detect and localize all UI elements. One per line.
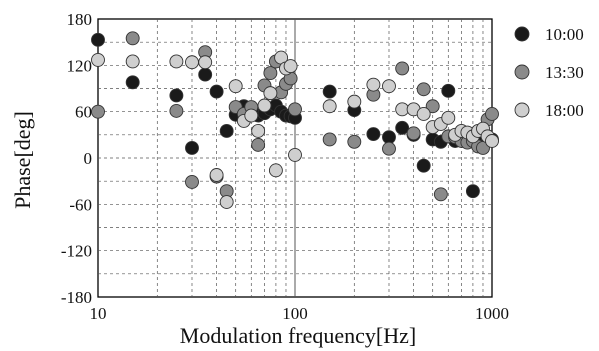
data-point [251,124,266,138]
data-point [244,108,259,123]
x-tick-label: 1000 [475,304,509,323]
data-point [406,126,421,141]
data-point [219,195,234,209]
y-tick-label: 0 [84,149,93,168]
data-point [395,61,410,76]
data-point [322,132,337,147]
data-point [347,134,362,149]
y-tick-label: 180 [67,10,93,29]
data-point [125,75,140,90]
data-point [465,184,480,199]
data-point [169,88,184,103]
series-1800 [91,50,499,209]
y-tick-label: -180 [61,288,92,307]
data-point [169,103,184,118]
grid-lines [98,19,492,297]
data-point [425,99,440,114]
legend-label: 18:00 [545,101,584,120]
data-point [288,102,302,117]
data-point [209,168,224,182]
data-point [198,55,213,70]
data-point [125,54,140,69]
data-point [416,107,431,121]
data-point [485,107,499,121]
legend-marker [514,64,530,80]
y-tick-labels: -180 -120 -60 0 60 120 180 [61,10,92,307]
data-point [91,104,105,119]
data-point [382,141,396,156]
legend-label: 13:30 [545,63,584,82]
y-tick-label: 120 [67,56,93,75]
data-point [433,187,448,202]
data-point [441,83,456,98]
data-point [347,94,362,109]
data-point [395,120,410,135]
data-point [441,110,456,125]
data-point [263,66,278,81]
data-point [485,134,499,148]
data-point [283,59,298,74]
x-tick-labels: 10 100 1000 [90,304,510,323]
x-tick-label: 10 [90,304,107,323]
y-tick-label: -120 [61,242,92,261]
data-point [416,158,431,173]
plot-area [91,18,499,298]
data-point [251,137,266,152]
legend-marker [514,26,530,42]
y-tick-label: -60 [69,195,92,214]
data-point [228,79,243,94]
x-tick-label: 100 [282,304,308,323]
data-point [268,163,283,178]
data-point [382,130,396,145]
data-point [263,86,278,101]
data-point [91,32,105,47]
data-point [366,77,381,92]
data-point [185,55,199,70]
data-point [322,84,337,99]
data-point [198,67,213,82]
data-point [125,31,140,46]
data-points [91,31,499,209]
data-point [91,52,105,67]
data-point [257,98,272,113]
data-point [185,141,199,155]
legend: 10:00 13:30 18:00 [514,25,584,120]
data-point [382,79,396,94]
legend-marker [514,102,530,118]
data-point [288,147,302,162]
data-point [169,54,184,69]
y-tick-label: 60 [75,103,92,122]
data-point [416,82,431,97]
y-axis-label: Phase[deg] [10,111,35,209]
data-point [209,84,224,99]
data-point [322,99,337,114]
data-point [366,127,381,142]
data-point [219,124,234,138]
legend-label: 10:00 [545,25,584,44]
data-point [185,174,199,189]
x-axis-label: Modulation frequency[Hz] [180,323,416,348]
